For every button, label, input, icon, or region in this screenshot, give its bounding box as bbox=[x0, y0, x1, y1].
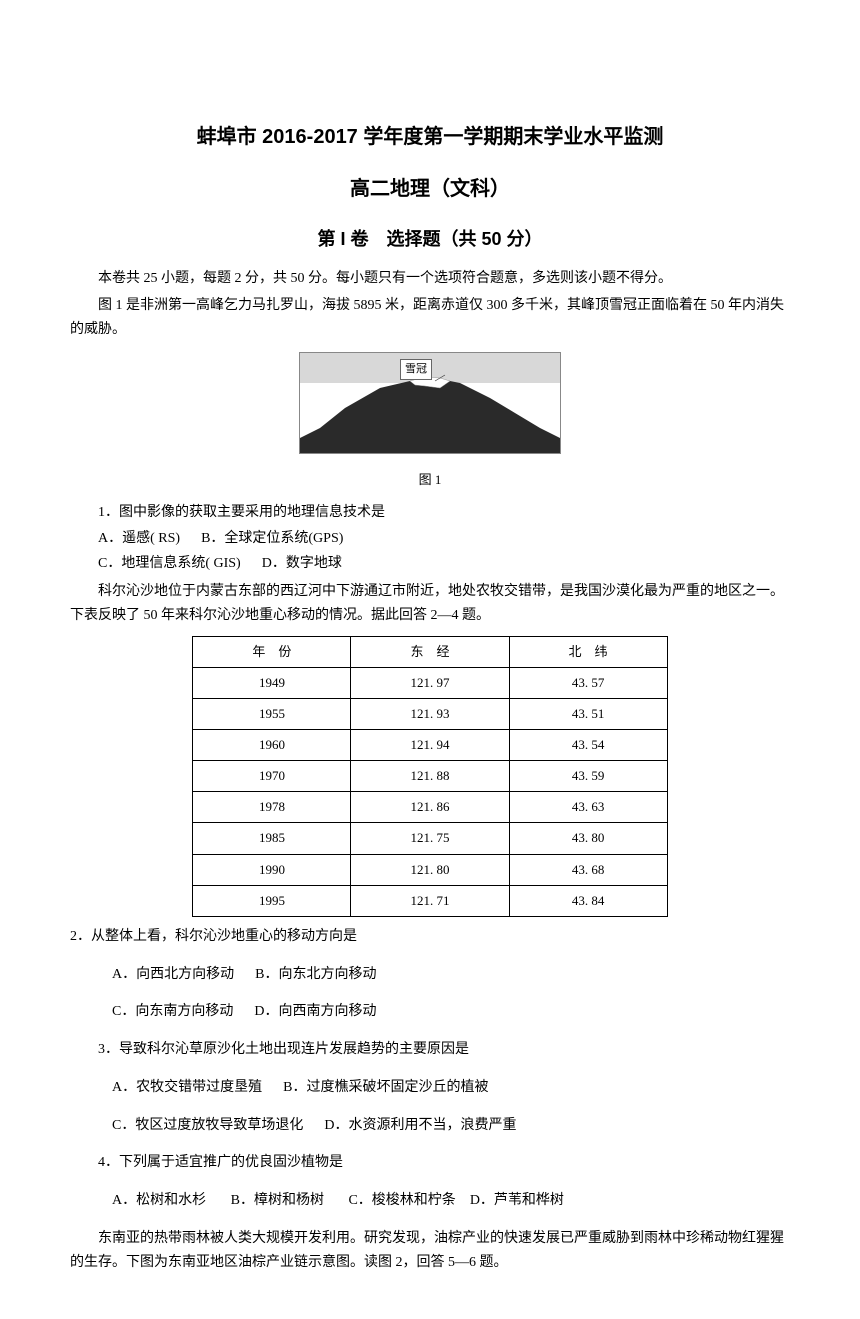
q4-stem: 4．下列属于适宜推广的优良固沙植物是 bbox=[70, 1151, 790, 1175]
q3-options-line2: C．牧区过度放牧导致草场退化 D．水资源利用不当，浪费严重 bbox=[70, 1114, 790, 1138]
cell-east: 121. 80 bbox=[351, 854, 509, 885]
q2-optB: B．向东北方向移动 bbox=[255, 967, 376, 982]
cell-east: 121. 94 bbox=[351, 730, 509, 761]
col-year: 年 份 bbox=[193, 636, 351, 667]
centroid-table: 年 份 东 经 北 纬 1949 121. 97 43. 57 1955 121… bbox=[192, 636, 667, 917]
title-section: 第 I 卷 选择题（共 50 分） bbox=[70, 224, 790, 255]
q2-options-line1: A．向西北方向移动 B．向东北方向移动 bbox=[70, 963, 790, 987]
q4-optC: C．梭梭林和柠条 bbox=[348, 1193, 455, 1208]
mountain-image: 雪冠 bbox=[299, 352, 561, 454]
q2-options-line2: C．向东南方向移动 D．向西南方向移动 bbox=[70, 1000, 790, 1024]
passage-2: 科尔沁沙地位于内蒙古东部的西辽河中下游通辽市附近，地处农牧交错带，是我国沙漠化最… bbox=[70, 580, 790, 628]
table-row: 1990 121. 80 43. 68 bbox=[193, 854, 667, 885]
q2-optD: D．向西南方向移动 bbox=[254, 1004, 376, 1019]
cell-year: 1949 bbox=[193, 667, 351, 698]
q1-optA: A．遥感( RS) bbox=[98, 531, 180, 546]
cell-north: 43. 51 bbox=[509, 699, 667, 730]
cell-year: 1955 bbox=[193, 699, 351, 730]
table-row: 1995 121. 71 43. 84 bbox=[193, 885, 667, 916]
cell-north: 43. 54 bbox=[509, 730, 667, 761]
table-row: 1970 121. 88 43. 59 bbox=[193, 761, 667, 792]
passage-3: 东南亚的热带雨林被人类大规模开发利用。研究发现，油棕产业的快速发展已严重威胁到雨… bbox=[70, 1227, 790, 1275]
q2-optC: C．向东南方向移动 bbox=[112, 1004, 233, 1019]
q3-optD: D．水资源利用不当，浪费严重 bbox=[324, 1118, 516, 1133]
intro-line-1: 本卷共 25 小题，每题 2 分，共 50 分。每小题只有一个选项符合题意，多选… bbox=[70, 267, 790, 291]
q1-optB: B．全球定位系统(GPS) bbox=[201, 531, 343, 546]
q4-optA: A．松树和水杉 bbox=[112, 1193, 206, 1208]
q2-stem: 2．从整体上看，科尔沁沙地重心的移动方向是 bbox=[70, 925, 790, 949]
q3-optA: A．农牧交错带过度垦殖 bbox=[112, 1080, 262, 1095]
cell-east: 121. 93 bbox=[351, 699, 509, 730]
cell-north: 43. 57 bbox=[509, 667, 667, 698]
cell-year: 1978 bbox=[193, 792, 351, 823]
q4-optB: B．樟树和杨树 bbox=[231, 1193, 324, 1208]
table-row: 1949 121. 97 43. 57 bbox=[193, 667, 667, 698]
cell-year: 1990 bbox=[193, 854, 351, 885]
cell-year: 1995 bbox=[193, 885, 351, 916]
col-east: 东 经 bbox=[351, 636, 509, 667]
q4-optD: D．芦苇和桦树 bbox=[470, 1193, 564, 1208]
cell-year: 1970 bbox=[193, 761, 351, 792]
table-row: 1955 121. 93 43. 51 bbox=[193, 699, 667, 730]
cell-north: 43. 68 bbox=[509, 854, 667, 885]
q2-optA: A．向西北方向移动 bbox=[112, 967, 234, 982]
col-north: 北 纬 bbox=[509, 636, 667, 667]
cell-east: 121. 75 bbox=[351, 823, 509, 854]
q1-stem: 1．图中影像的获取主要采用的地理信息技术是 bbox=[70, 501, 790, 525]
snow-cap-label: 雪冠 bbox=[400, 359, 432, 380]
q1-options-line1: A．遥感( RS) B．全球定位系统(GPS) bbox=[70, 527, 790, 551]
table-row: 1978 121. 86 43. 63 bbox=[193, 792, 667, 823]
cell-north: 43. 80 bbox=[509, 823, 667, 854]
table-header-row: 年 份 东 经 北 纬 bbox=[193, 636, 667, 667]
cell-year: 1985 bbox=[193, 823, 351, 854]
figure-1: 雪冠 图 1 bbox=[70, 352, 790, 491]
q3-optB: B．过度樵采破坏固定沙丘的植被 bbox=[283, 1080, 488, 1095]
q4-options-line1: A．松树和水杉 B．樟树和杨树 C．梭梭林和柠条 D．芦苇和桦树 bbox=[70, 1189, 790, 1213]
q3-stem: 3．导致科尔沁草原沙化土地出现连片发展趋势的主要原因是 bbox=[70, 1038, 790, 1062]
intro-line-2: 图 1 是非洲第一高峰乞力马扎罗山，海拔 5895 米，距离赤道仅 300 多千… bbox=[70, 294, 790, 342]
cell-east: 121. 88 bbox=[351, 761, 509, 792]
cell-north: 43. 59 bbox=[509, 761, 667, 792]
q3-optC: C．牧区过度放牧导致草场退化 bbox=[112, 1118, 303, 1133]
title-sub: 高二地理（文科） bbox=[70, 172, 790, 206]
table-row: 1985 121. 75 43. 80 bbox=[193, 823, 667, 854]
q3-options-line1: A．农牧交错带过度垦殖 B．过度樵采破坏固定沙丘的植被 bbox=[70, 1076, 790, 1100]
q1-optC: C．地理信息系统( GIS) bbox=[98, 556, 241, 571]
cell-north: 43. 63 bbox=[509, 792, 667, 823]
cell-north: 43. 84 bbox=[509, 885, 667, 916]
table-row: 1960 121. 94 43. 54 bbox=[193, 730, 667, 761]
mountain-shape bbox=[300, 373, 560, 453]
title-main: 蚌埠市 2016-2017 学年度第一学期期末学业水平监测 bbox=[70, 120, 790, 154]
cell-east: 121. 71 bbox=[351, 885, 509, 916]
cell-east: 121. 97 bbox=[351, 667, 509, 698]
q1-optD: D．数字地球 bbox=[262, 556, 342, 571]
cell-east: 121. 86 bbox=[351, 792, 509, 823]
cell-year: 1960 bbox=[193, 730, 351, 761]
q1-options-line2: C．地理信息系统( GIS) D．数字地球 bbox=[70, 552, 790, 576]
figure-1-caption: 图 1 bbox=[70, 469, 790, 491]
